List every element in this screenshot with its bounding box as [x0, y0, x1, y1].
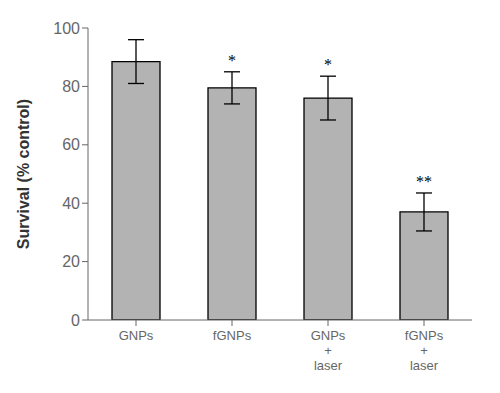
svg-text:GNPs: GNPs [119, 328, 154, 343]
svg-text:20: 20 [62, 253, 80, 270]
svg-text:**: ** [416, 173, 432, 190]
svg-text:fGNPs+laser: fGNPs+laser [405, 328, 444, 373]
svg-text:40: 40 [62, 195, 80, 212]
svg-text:fGNPs: fGNPs [213, 328, 252, 343]
svg-text:*: * [228, 52, 236, 69]
svg-text:0: 0 [71, 312, 80, 329]
svg-text:100: 100 [53, 20, 80, 37]
svg-text:60: 60 [62, 136, 80, 153]
svg-text:80: 80 [62, 78, 80, 95]
svg-text:GNPs+laser: GNPs+laser [311, 328, 346, 373]
svg-text:*: * [324, 56, 332, 73]
svg-text:Survival (% control): Survival (% control) [15, 99, 32, 249]
